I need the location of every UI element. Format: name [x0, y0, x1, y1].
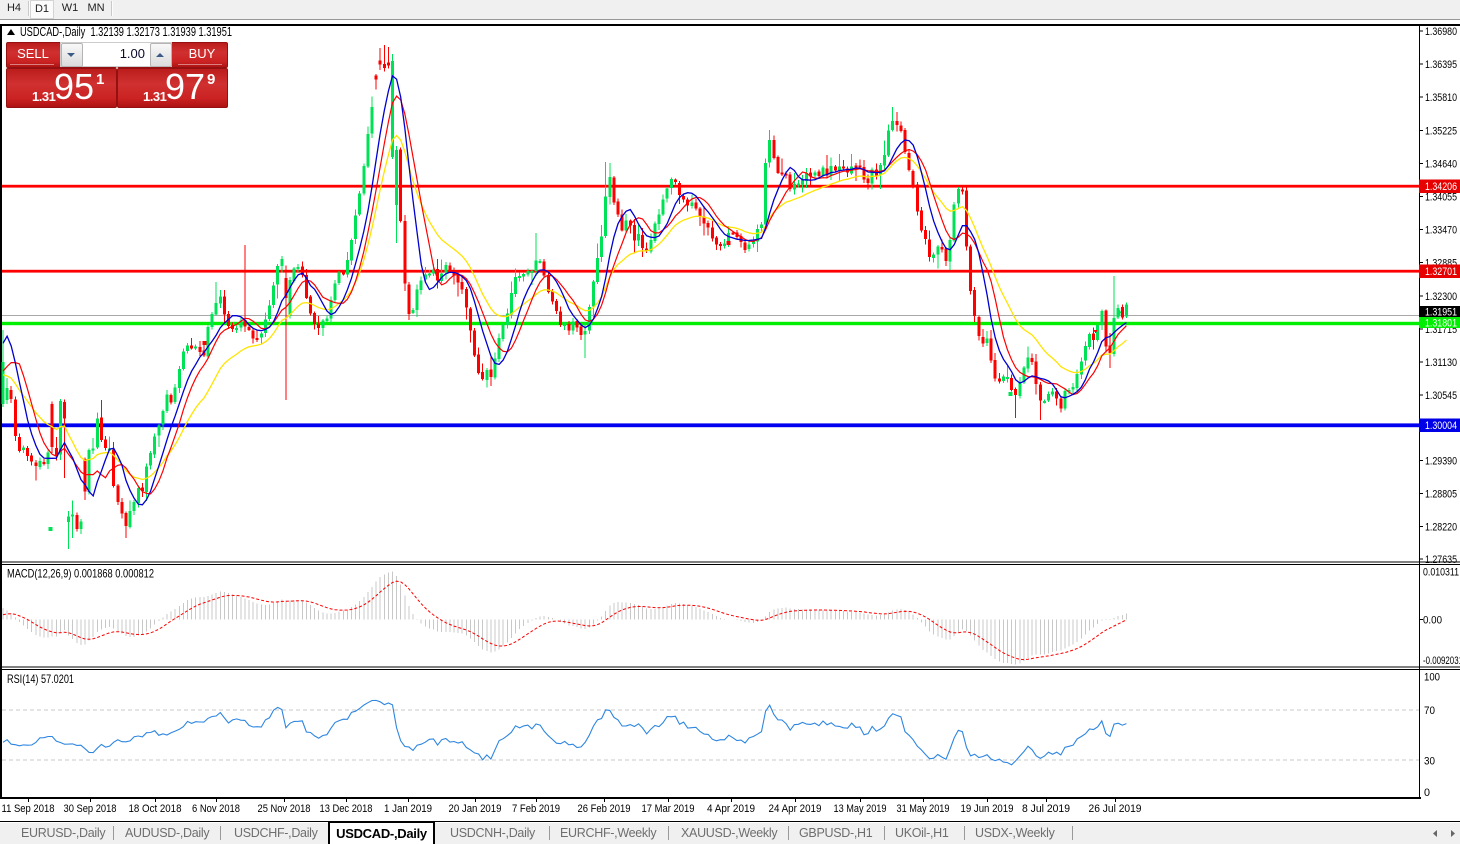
svg-text:8 Jul 2019: 8 Jul 2019: [1022, 803, 1070, 815]
svg-text:13 May 2019: 13 May 2019: [834, 803, 887, 815]
svg-text:1.31130: 1.31130: [1425, 357, 1457, 369]
svg-text:USDCAD-,Daily 1.32139 1.32173: USDCAD-,Daily 1.32139 1.32173 1.31939 1.…: [20, 25, 232, 39]
svg-text:17 Mar 2019: 17 Mar 2019: [642, 803, 695, 815]
svg-text:-0.0092031: -0.0092031: [1423, 655, 1460, 667]
svg-text:1.32300: 1.32300: [1425, 291, 1457, 303]
svg-text:1.36980: 1.36980: [1425, 26, 1457, 38]
svg-text:1.28805: 1.28805: [1425, 488, 1457, 500]
svg-text:RSI(14) 57.0201: RSI(14) 57.0201: [7, 672, 74, 686]
svg-text:1.33470: 1.33470: [1425, 225, 1457, 237]
svg-text:MACD(12,26,9) 0.001868 0.00081: MACD(12,26,9) 0.001868 0.000812: [7, 567, 154, 581]
svg-text:4 Apr 2019: 4 Apr 2019: [707, 803, 755, 815]
svg-text:1.30545: 1.30545: [1425, 390, 1457, 402]
svg-text:25 Nov 2018: 25 Nov 2018: [258, 803, 311, 815]
svg-text:1.27635: 1.27635: [1425, 554, 1457, 566]
svg-text:24 Apr 2019: 24 Apr 2019: [769, 803, 822, 815]
svg-text:1.36395: 1.36395: [1425, 59, 1457, 71]
svg-text:1.34206: 1.34206: [1425, 181, 1457, 193]
svg-text:1.35225: 1.35225: [1425, 125, 1457, 137]
svg-text:11 Sep 2018: 11 Sep 2018: [2, 803, 55, 815]
svg-text:1.31951: 1.31951: [1425, 307, 1457, 319]
svg-text:20 Jan 2019: 20 Jan 2019: [449, 803, 502, 815]
svg-text:13 Dec 2018: 13 Dec 2018: [320, 803, 373, 815]
svg-text:1.31801: 1.31801: [1425, 317, 1457, 329]
svg-text:0.010311: 0.010311: [1423, 566, 1459, 578]
svg-text:7 Feb 2019: 7 Feb 2019: [512, 803, 560, 815]
svg-text:1.32701: 1.32701: [1425, 266, 1457, 278]
svg-text:1.30004: 1.30004: [1425, 420, 1457, 432]
svg-text:0.00: 0.00: [1423, 615, 1442, 627]
svg-text:30 Sep 2018: 30 Sep 2018: [64, 803, 117, 815]
svg-text:19 Jun 2019: 19 Jun 2019: [961, 803, 1014, 815]
svg-text:30: 30: [1424, 755, 1435, 767]
svg-text:1.35810: 1.35810: [1425, 92, 1457, 104]
svg-text:70: 70: [1424, 705, 1435, 717]
svg-text:1.34055: 1.34055: [1425, 192, 1457, 204]
svg-text:31 May 2019: 31 May 2019: [897, 803, 950, 815]
svg-text:0: 0: [1424, 787, 1430, 799]
svg-text:1.34640: 1.34640: [1425, 158, 1457, 170]
svg-text:6 Nov 2018: 6 Nov 2018: [192, 803, 240, 815]
svg-text:1.29390: 1.29390: [1425, 455, 1457, 467]
svg-text:26 Jul 2019: 26 Jul 2019: [1089, 803, 1142, 815]
svg-text:100: 100: [1424, 672, 1440, 684]
svg-text:1.28220: 1.28220: [1425, 521, 1457, 533]
svg-text:1 Jan 2019: 1 Jan 2019: [384, 803, 432, 815]
svg-text:26 Feb 2019: 26 Feb 2019: [578, 803, 631, 815]
svg-text:18 Oct 2018: 18 Oct 2018: [129, 803, 182, 815]
